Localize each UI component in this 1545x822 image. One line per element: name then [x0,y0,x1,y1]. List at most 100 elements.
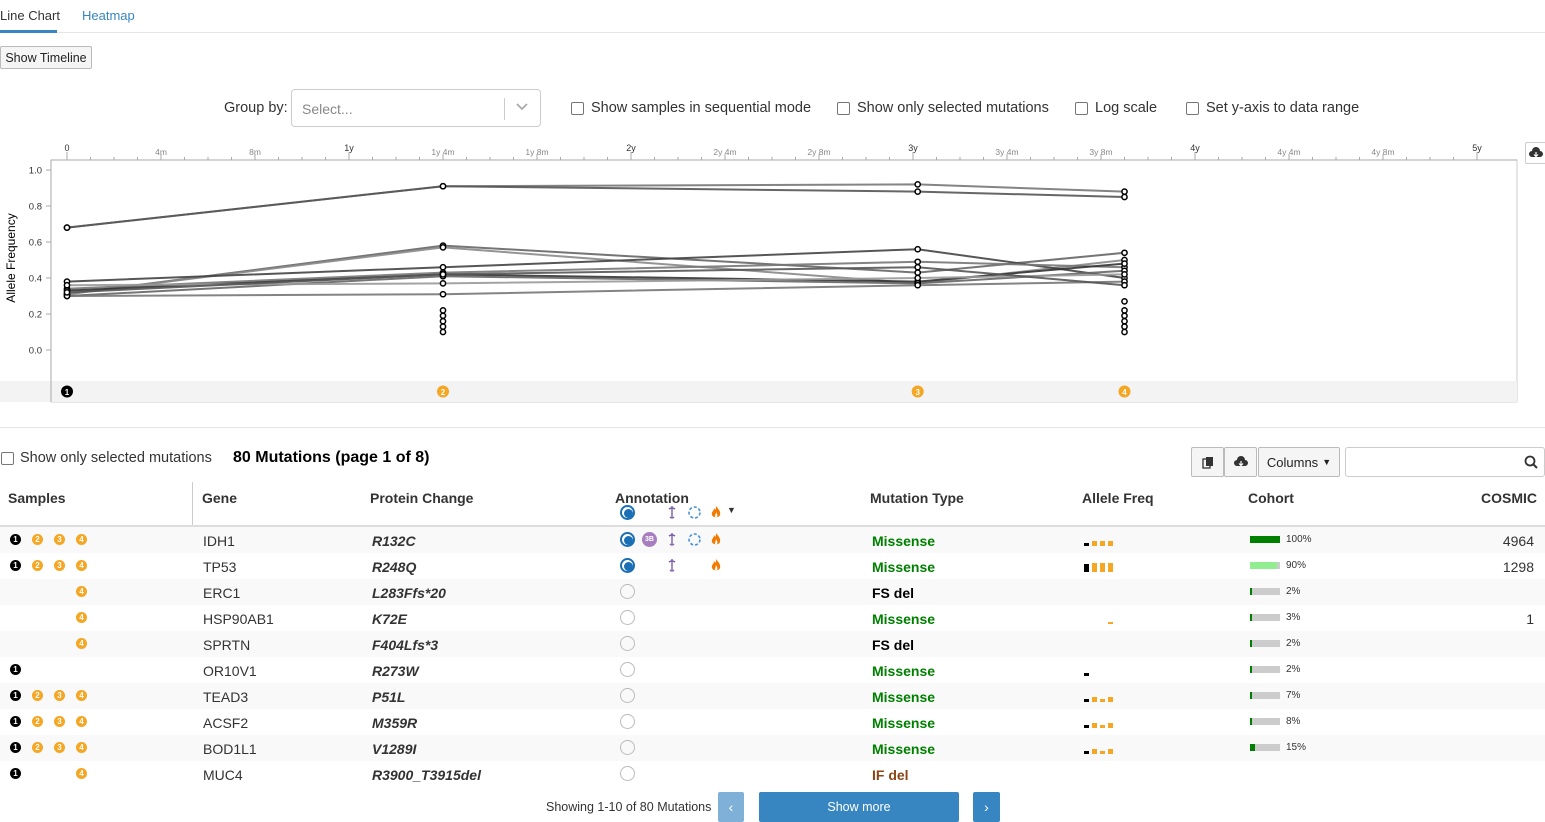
protein-change-cell[interactable]: L283Ffs*20 [372,585,446,601]
oncokb-empty-icon[interactable] [620,636,635,651]
next-page-button[interactable]: › [973,792,1000,822]
gene-cell[interactable]: MUC4 [203,767,243,783]
cohort-bar[interactable] [1250,536,1280,543]
table-row[interactable] [0,761,1545,787]
gene-cell[interactable]: HSP90AB1 [203,611,274,627]
download-chart-button[interactable] [1525,142,1545,164]
allele-freq-bar[interactable] [1084,725,1089,728]
selected-only-checkbox[interactable] [837,102,850,115]
mutation-type-cell[interactable]: IF del [872,767,909,783]
columns-dropdown-button[interactable]: Columns ▼ [1258,447,1340,477]
allele-freq-bar[interactable] [1108,622,1113,624]
mutation-type-cell[interactable]: FS del [872,585,915,601]
oncokb-icon[interactable] [620,532,635,547]
header-mutation-type[interactable]: Mutation Type [870,490,964,506]
allele-freq-bar[interactable] [1100,725,1105,728]
table-row[interactable] [0,553,1545,579]
cosmic-count-cell[interactable]: 1 [1526,611,1534,627]
protein-change-cell[interactable]: V1289I [372,741,417,757]
allele-freq-bar[interactable] [1092,749,1097,754]
header-allele-freq[interactable]: Allele Freq [1082,490,1154,506]
oncokb-empty-icon[interactable] [620,662,635,677]
oncokb-empty-icon[interactable] [620,584,635,599]
allele-freq-bar[interactable] [1108,697,1113,702]
protein-change-cell[interactable]: M359R [372,715,418,731]
civic-icon[interactable] [665,558,679,573]
header-protein-change[interactable]: Protein Change [370,490,474,506]
civic-header-icon[interactable] [665,505,679,520]
gene-cell[interactable]: BOD1L1 [203,741,257,757]
table-row[interactable] [0,527,1545,553]
table-row[interactable] [0,579,1545,605]
protein-change-cell[interactable]: R132C [372,533,416,549]
prev-page-button[interactable]: ‹ [718,792,744,822]
mutation-type-cell[interactable]: Missense [872,715,936,731]
cohort-bar[interactable] [1250,718,1280,725]
protein-change-cell[interactable]: K72E [372,611,408,627]
gene-cell[interactable]: IDH1 [203,533,235,549]
cohort-bar[interactable] [1250,588,1280,595]
allele-freq-bar[interactable] [1108,563,1113,572]
download-table-button[interactable] [1224,447,1257,477]
hotspot-icon[interactable] [709,558,723,573]
mutation-type-cell[interactable]: Missense [872,741,936,757]
copy-button[interactable] [1191,447,1224,477]
level-3b-icon[interactable]: 3B [642,532,657,547]
mutation-type-cell[interactable]: Missense [872,533,936,549]
table-row[interactable] [0,683,1545,709]
cohort-bar[interactable] [1250,666,1280,673]
protein-change-cell[interactable]: R248Q [372,559,417,575]
oncokb-empty-icon[interactable] [620,714,635,729]
table-search-input[interactable] [1345,447,1545,477]
allele-freq-bar[interactable] [1084,673,1089,676]
oncokb-empty-icon[interactable] [620,766,635,781]
cohort-bar[interactable] [1250,614,1280,621]
allele-freq-bar[interactable] [1108,541,1113,546]
gene-cell[interactable]: OR10V1 [203,663,257,679]
cohort-bar[interactable] [1250,692,1280,699]
allele-freq-bar[interactable] [1092,563,1097,572]
header-cosmic[interactable]: COSMIC [1481,490,1537,506]
gene-cell[interactable]: SPRTN [203,637,251,653]
my-cancer-genome-header-icon[interactable] [687,505,702,520]
y-range-checkbox[interactable] [1186,102,1199,115]
header-annotation[interactable]: Annotation [615,490,689,506]
table-row[interactable] [0,605,1545,631]
protein-change-cell[interactable]: R273W [372,663,419,679]
chevron-down-icon[interactable] [514,98,530,114]
annotation-sort-caret-icon[interactable]: ▼ [727,505,736,515]
oncokb-empty-icon[interactable] [620,688,635,703]
protein-change-cell[interactable]: P51L [372,689,406,705]
allele-freq-bar[interactable] [1100,563,1105,572]
show-more-button[interactable]: Show more [759,792,959,822]
allele-freq-bar[interactable] [1092,541,1097,546]
allele-freq-bar[interactable] [1084,564,1089,572]
allele-freq-bar[interactable] [1084,751,1089,754]
group-by-select[interactable]: Select... [291,89,541,127]
table-selected-only-checkbox[interactable] [1,452,14,465]
cosmic-count-cell[interactable]: 4964 [1502,533,1534,549]
allele-freq-bar[interactable] [1100,751,1105,754]
gene-cell[interactable]: ACSF2 [203,715,249,731]
allele-freq-bar[interactable] [1108,749,1113,754]
protein-change-cell[interactable]: R3900_T3915del [372,767,481,783]
table-row[interactable] [0,631,1545,657]
allele-freq-bar[interactable] [1100,541,1105,546]
allele-freq-bar[interactable] [1108,723,1113,728]
cosmic-count-cell[interactable]: 1298 [1502,559,1534,575]
my-cancer-genome-icon[interactable] [687,532,702,547]
gene-cell[interactable]: TP53 [203,559,237,575]
mutation-type-cell[interactable]: Missense [872,559,936,575]
protein-change-cell[interactable]: F404Lfs*3 [372,637,439,653]
show-timeline-button[interactable]: Show Timeline [0,46,92,69]
allele-freq-bar[interactable] [1092,723,1097,728]
allele-freq-bar[interactable] [1100,699,1105,702]
allele-freq-bar[interactable] [1092,697,1097,702]
oncokb-icon[interactable] [620,558,635,573]
mutation-type-cell[interactable]: Missense [872,611,936,627]
oncokb-empty-icon[interactable] [620,740,635,755]
tab-heatmap[interactable]: Heatmap [82,8,135,23]
log-scale-checkbox[interactable] [1075,102,1088,115]
cohort-bar[interactable] [1250,640,1280,647]
gene-cell[interactable]: ERC1 [203,585,241,601]
